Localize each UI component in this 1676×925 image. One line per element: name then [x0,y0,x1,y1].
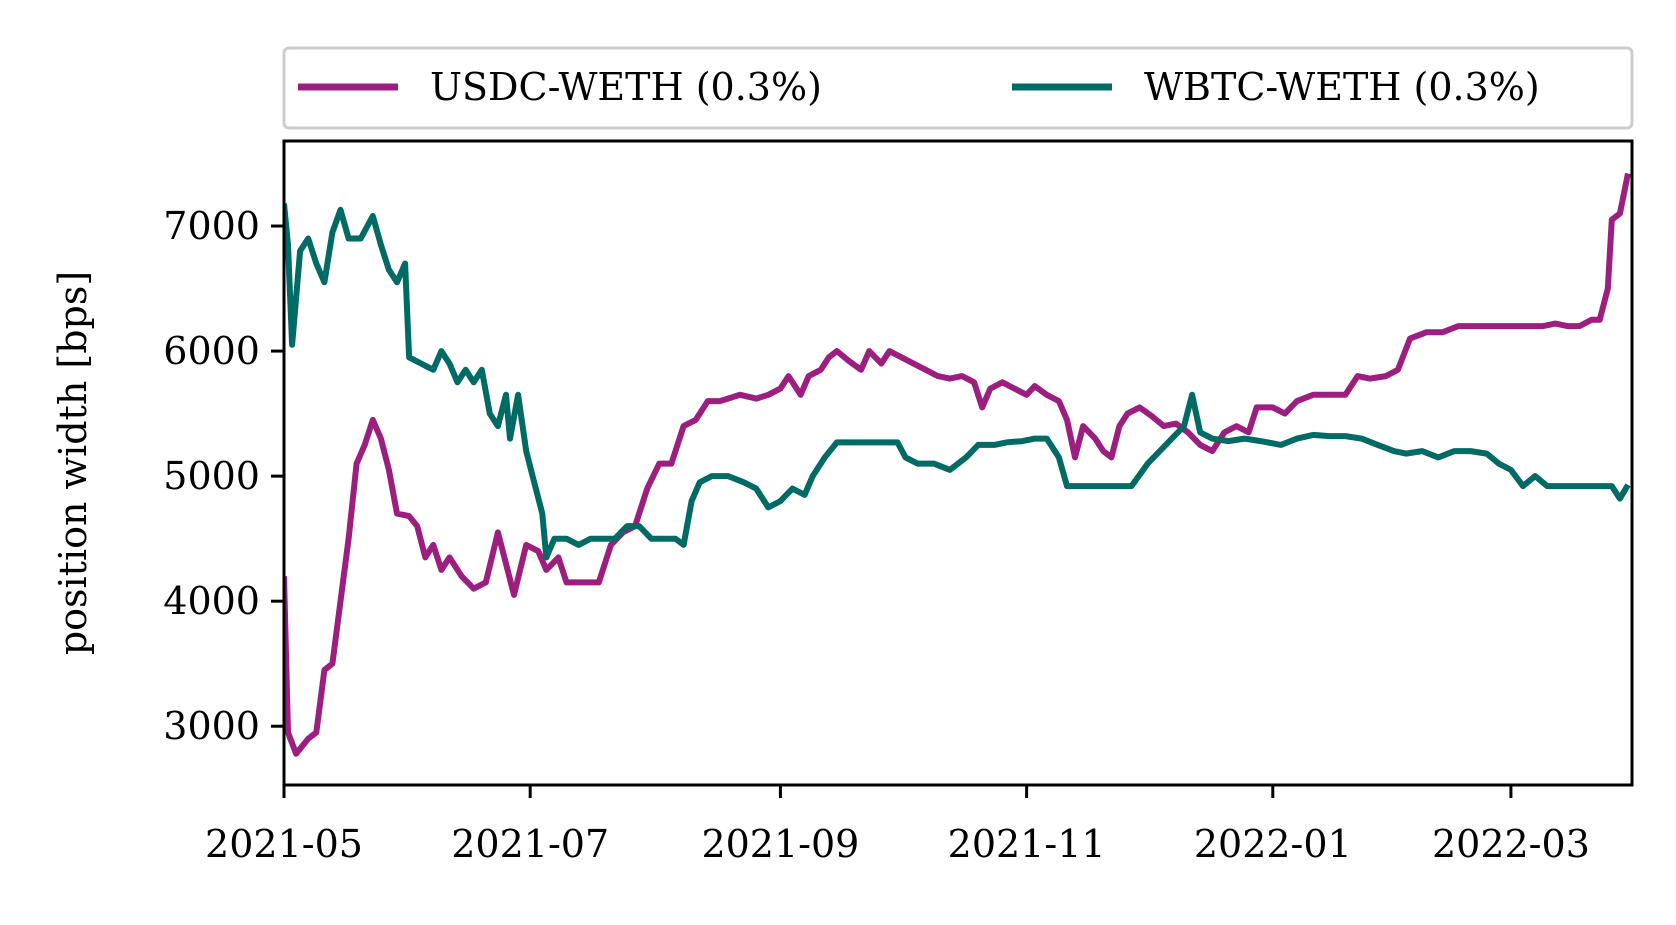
y-tick-label: 7000 [163,204,260,248]
x-axis: 2021-05 2021-07 2021-09 2021-11 2022-01 2022-… [205,785,1590,866]
y-tick-label: 5000 [163,454,260,498]
y-tick-label: 4000 [163,579,260,623]
legend-label-wbtc-weth: WBTC-WETH (0.3%) [1144,65,1540,109]
x-tick-label: 2021-05 [205,822,363,866]
legend: USDC-WETH (0.3%) WBTC-WETH (0.3%) [282,46,1634,130]
series-line-usdc-weth [284,172,1631,757]
legend-label-usdc-weth: USDC-WETH (0.3%) [430,65,822,109]
plot-frame [282,139,1634,787]
y-tick-label: 3000 [163,704,260,748]
y-axis-label: position width [bps] [51,271,95,655]
x-tick-label: 2022-01 [1194,822,1352,866]
x-tick-label: 2021-09 [701,822,859,866]
x-tick-label: 2021-07 [451,822,609,866]
y-axis: 3000 4000 5000 6000 7000 [163,204,284,748]
y-tick-label: 6000 [163,329,260,373]
x-tick-label: 2021-11 [948,822,1106,866]
x-tick-label: 2022-03 [1432,822,1590,866]
series-line-wbtc-weth [284,203,1631,561]
series-layer [284,172,1631,757]
legend-frame [282,46,1634,130]
